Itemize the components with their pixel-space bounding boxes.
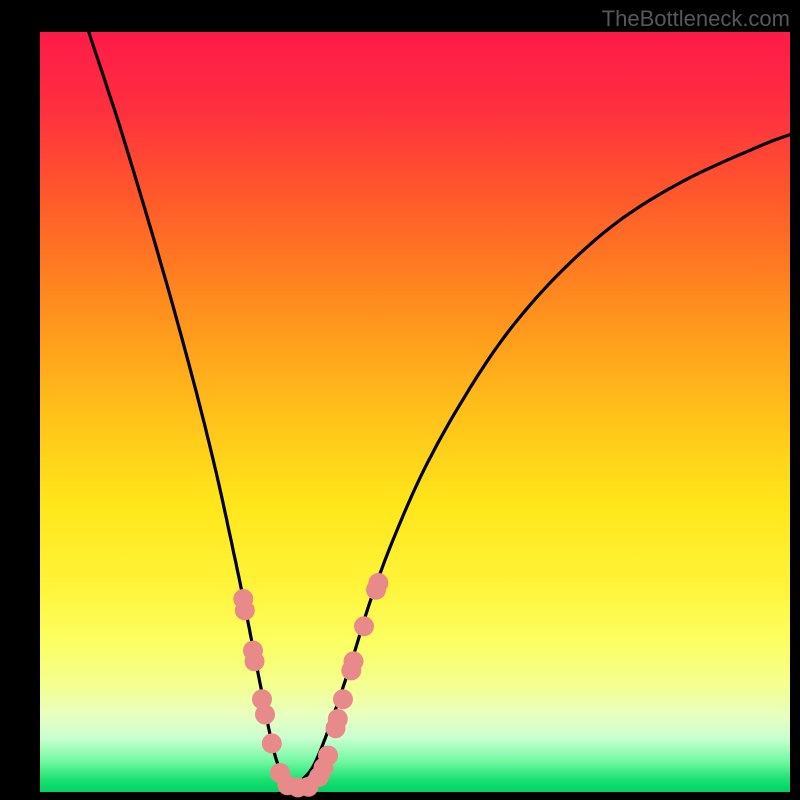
- chart-svg: [40, 32, 790, 792]
- marker-dot: [235, 600, 255, 620]
- marker-dot: [262, 733, 282, 753]
- plot-area: [40, 32, 790, 792]
- marker-dot: [255, 705, 275, 725]
- marker-dot: [344, 651, 364, 671]
- curve-right-branch: [295, 135, 790, 786]
- marker-dot: [245, 651, 265, 671]
- marker-dot: [328, 709, 348, 729]
- marker-dot: [333, 689, 353, 709]
- marker-dot: [354, 616, 374, 636]
- watermark-text: TheBottleneck.com: [602, 6, 790, 32]
- marker-dot: [318, 746, 338, 766]
- curve-left-branch: [89, 32, 295, 786]
- marker-group: [233, 573, 388, 797]
- marker-dot: [368, 573, 388, 593]
